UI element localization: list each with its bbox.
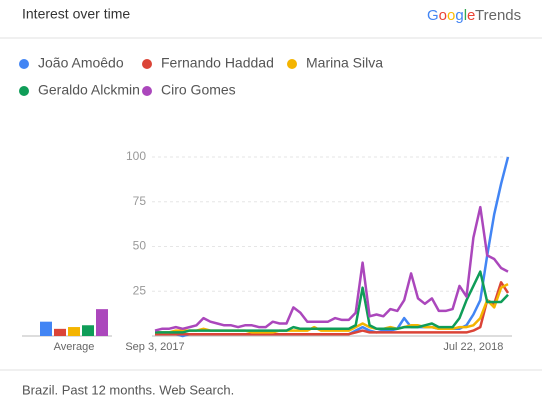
brand-logo: Google (427, 7, 475, 24)
legend-label: Marina Silva (306, 55, 383, 71)
average-bar (54, 328, 66, 336)
average-bar (96, 309, 108, 336)
legend-swatch (142, 59, 152, 69)
average-bar (68, 327, 80, 336)
average-label: Average (54, 341, 95, 353)
y-tick-label: 75 (133, 194, 147, 208)
series-line (154, 205, 509, 332)
x-tick-label: Sep 3, 2017 (125, 341, 184, 353)
brand-product: Trends (475, 7, 521, 24)
legend-label: Fernando Haddad (161, 55, 274, 71)
average-bar (40, 321, 52, 336)
average-bar (82, 325, 94, 336)
legend-swatch (287, 59, 297, 69)
series-line (155, 270, 509, 334)
legend-swatch (19, 86, 29, 96)
footer: Brazil. Past 12 months. Web Search. (22, 382, 234, 397)
legend-label: Geraldo Alckmin (38, 82, 140, 98)
legend-swatch (142, 86, 152, 96)
y-tick-label: 50 (133, 239, 147, 253)
chart-title: Interest over time (22, 6, 130, 22)
y-tick-label: 100 (126, 149, 146, 163)
legend-label: Ciro Gomes (161, 82, 236, 98)
legend-label: João Amoêdo (38, 55, 124, 71)
y-tick-label: 25 (133, 283, 147, 297)
x-tick-label: Jul 22, 2018 (443, 341, 503, 353)
series-line (155, 281, 510, 336)
legend-swatch (19, 59, 29, 69)
